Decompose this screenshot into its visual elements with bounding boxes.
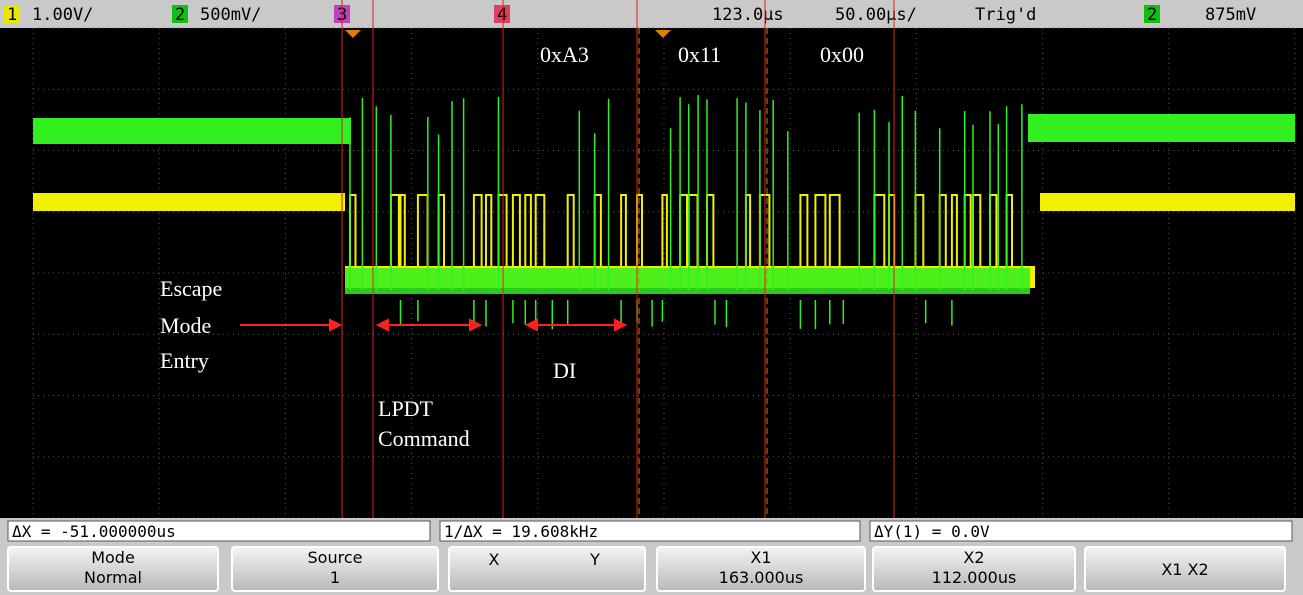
annotation: 0x00 bbox=[820, 42, 864, 67]
ch2-trace bbox=[33, 118, 351, 144]
measurement: ΔX = -51.000000us bbox=[12, 522, 176, 541]
ch1-scale: 1.00V/ bbox=[32, 5, 93, 25]
trigger-status: Trig'd bbox=[975, 5, 1036, 25]
trigger-source: 2 bbox=[1147, 5, 1157, 25]
softkey[interactable] bbox=[449, 547, 645, 591]
top-bar bbox=[0, 0, 1303, 28]
softkey-label: 163.000us bbox=[719, 568, 804, 587]
softkey-label: 1 bbox=[330, 568, 340, 587]
annotation: Entry bbox=[160, 348, 209, 373]
ch2-trace bbox=[345, 268, 1030, 294]
ch2-label: 2 bbox=[175, 5, 185, 25]
softkey-label: Source bbox=[308, 548, 363, 567]
annotation: 0xA3 bbox=[540, 42, 589, 67]
ch2-trace bbox=[1028, 114, 1295, 142]
ch1-trace bbox=[33, 193, 345, 211]
annotation: DI bbox=[553, 358, 576, 383]
ch1-label: 1 bbox=[7, 5, 17, 25]
annotation: 0x11 bbox=[678, 42, 721, 67]
annotation: Mode bbox=[160, 313, 211, 338]
timebase: 50.00µs/ bbox=[835, 5, 917, 25]
softkey-label: Y bbox=[589, 550, 600, 569]
softkey-label: Mode bbox=[91, 548, 135, 567]
ch4-label: 4 bbox=[497, 5, 507, 25]
softkey-label: X bbox=[489, 550, 500, 569]
softkey-label: X1 bbox=[750, 548, 771, 567]
measurement: 1/ΔX = 19.608kHz bbox=[444, 522, 598, 541]
annotation: LPDT bbox=[378, 396, 434, 421]
ch2-scale: 500mV/ bbox=[200, 5, 261, 25]
measurement: ΔY(1) = 0.0V bbox=[874, 522, 990, 541]
trigger-level: 875mV bbox=[1205, 5, 1256, 25]
softkey-label: 112.000us bbox=[932, 568, 1017, 587]
scope-screen: 1 1.00V/ 2 500mV/ 3 4 123.0µs 50.00µs/ T… bbox=[0, 0, 1303, 595]
softkey-label: Normal bbox=[84, 568, 142, 587]
softkey-label: X1 X2 bbox=[1161, 560, 1208, 579]
annotation: Command bbox=[378, 426, 470, 451]
annotation: Escape bbox=[160, 276, 222, 301]
ch1-trace bbox=[1040, 193, 1295, 211]
page: 1 1.00V/ 2 500mV/ 3 4 123.0µs 50.00µs/ T… bbox=[0, 0, 1303, 595]
delay: 123.0µs bbox=[712, 5, 784, 25]
softkey-label: X2 bbox=[963, 548, 984, 567]
